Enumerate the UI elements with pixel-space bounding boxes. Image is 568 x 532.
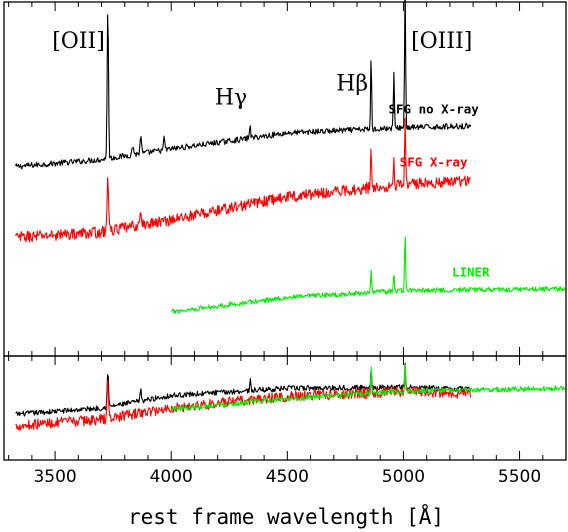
emission-line-annotations: [OII] Hγ Hβ [OIII] (52, 29, 472, 111)
top-spectrum-liner (171, 236, 566, 314)
bottom-panel-frame (3, 355, 567, 461)
tick-label-4500: 4500 (266, 467, 309, 487)
tick-label-5500: 5500 (498, 467, 541, 487)
bottom-panel-spectra (15, 362, 566, 431)
series-label-sfg-x-ray: SFG X-ray (400, 155, 468, 170)
top-panel-spectra (15, 0, 566, 314)
top-panel-frame (3, 1, 567, 357)
x-axis-ticks (8, 2, 567, 460)
bottom-spectrum-liner (170, 364, 566, 412)
bottom-spectrum-sfg-x-ray (15, 369, 472, 431)
series-labels: SFG no X-ray SFG X-ray LINER (388, 102, 490, 280)
series-label-sfg-no-x-ray: SFG no X-ray (388, 102, 479, 117)
annotation-oiii-3: [OIII] (411, 29, 472, 54)
tick-label-4000: 4000 (150, 467, 193, 487)
x-axis-tick-labels: 3500 4000 4500 5000 5500 (33, 467, 541, 487)
tick-label-3500: 3500 (33, 467, 76, 487)
top-spectrum-sfg-x-ray (15, 117, 472, 243)
bottom-spectrum-sfg-no-x-ray (15, 362, 472, 417)
tick-label-5000: 5000 (382, 467, 425, 487)
x-axis-label: rest frame wavelength [Å] (128, 503, 444, 529)
series-label-liner: LINER (452, 264, 490, 279)
annotation-oii-0: [OII] (52, 29, 105, 54)
annotation-h-2: Hβ (336, 72, 368, 97)
annotation-h-1: Hγ (215, 86, 247, 111)
top-spectrum-sfg-no-x-ray (15, 0, 472, 170)
